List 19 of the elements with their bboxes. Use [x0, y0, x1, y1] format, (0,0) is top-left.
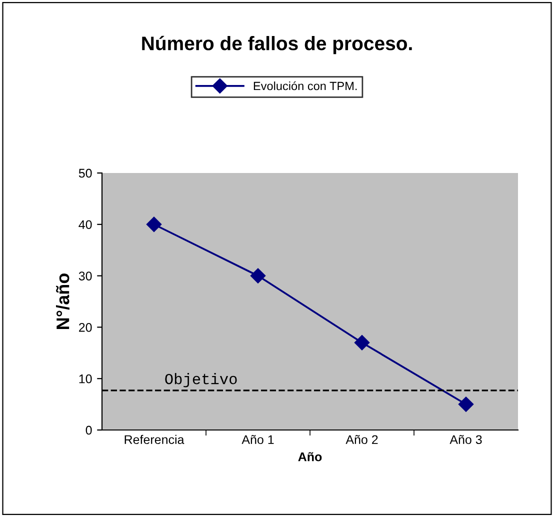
x-axis-title: Año	[298, 452, 322, 462]
y-tick-label: 20	[79, 323, 92, 332]
x-tick-label: Referencia	[124, 434, 184, 444]
point	[354, 335, 370, 350]
point	[250, 268, 266, 284]
y-tick-label: 0	[86, 426, 92, 435]
y-tick-label: 10	[79, 374, 92, 384]
chart-title: Número de fallos de proceso.	[142, 36, 412, 54]
y-tick-label: 50	[78, 168, 92, 178]
x-tick-label: Año 3	[450, 434, 482, 444]
x-tick-label: Año 1	[242, 434, 274, 444]
ref-line-label: Objetivo	[165, 373, 237, 388]
legend-label: Evolución con TPM.	[254, 81, 357, 90]
point	[146, 216, 162, 232]
point	[458, 396, 474, 412]
y-axis-title: N°/año	[56, 274, 70, 329]
y-tick-label: 30	[78, 272, 92, 280]
x-tick-label: Año 2	[346, 434, 378, 444]
y-tick-label: 40	[78, 220, 92, 230]
